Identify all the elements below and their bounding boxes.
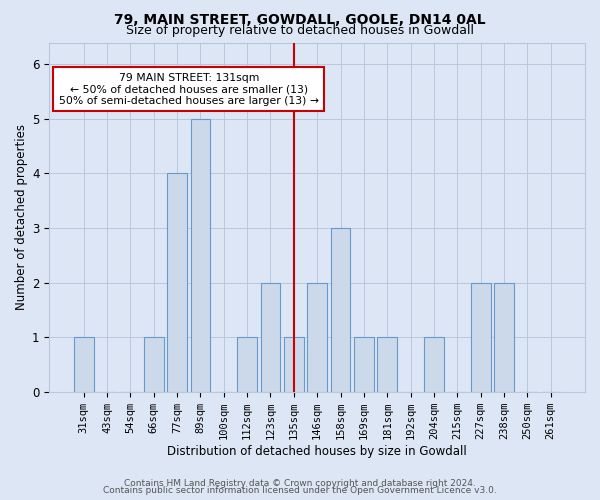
Y-axis label: Number of detached properties: Number of detached properties xyxy=(15,124,28,310)
Bar xyxy=(144,337,164,392)
Text: Contains public sector information licensed under the Open Government Licence v3: Contains public sector information licen… xyxy=(103,486,497,495)
Bar xyxy=(377,337,397,392)
Bar xyxy=(354,337,374,392)
Bar xyxy=(494,282,514,392)
Bar xyxy=(260,282,280,392)
Text: Contains HM Land Registry data © Crown copyright and database right 2024.: Contains HM Land Registry data © Crown c… xyxy=(124,478,476,488)
Bar xyxy=(74,337,94,392)
Text: 79, MAIN STREET, GOWDALL, GOOLE, DN14 0AL: 79, MAIN STREET, GOWDALL, GOOLE, DN14 0A… xyxy=(114,12,486,26)
Bar xyxy=(191,119,211,392)
Bar xyxy=(237,337,257,392)
Bar xyxy=(471,282,491,392)
Text: 79 MAIN STREET: 131sqm
← 50% of detached houses are smaller (13)
50% of semi-det: 79 MAIN STREET: 131sqm ← 50% of detached… xyxy=(59,72,319,106)
Bar xyxy=(307,282,327,392)
Bar xyxy=(331,228,350,392)
X-axis label: Distribution of detached houses by size in Gowdall: Distribution of detached houses by size … xyxy=(167,444,467,458)
Bar xyxy=(284,337,304,392)
Bar xyxy=(424,337,444,392)
Bar xyxy=(167,174,187,392)
Text: Size of property relative to detached houses in Gowdall: Size of property relative to detached ho… xyxy=(126,24,474,37)
